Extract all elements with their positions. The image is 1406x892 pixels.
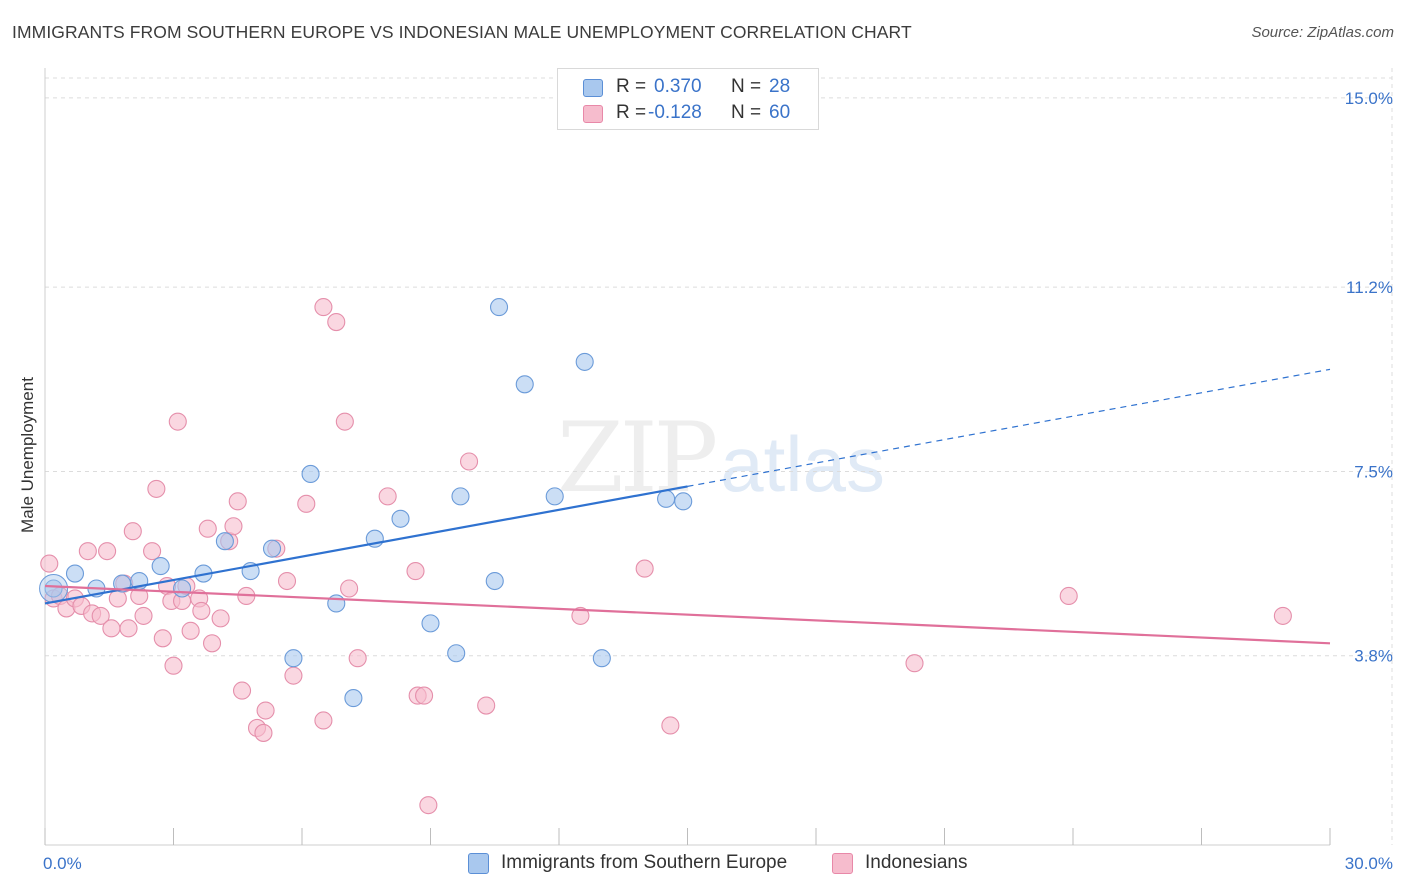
r-value: -0.128 xyxy=(648,102,702,123)
legend-swatch-blue xyxy=(583,79,603,97)
legend-swatch-pink xyxy=(583,105,603,123)
point-southern-europe xyxy=(447,644,466,663)
legend-swatch-pink xyxy=(832,853,853,874)
point-southern-europe xyxy=(674,492,693,511)
point-southern-europe xyxy=(173,579,192,598)
point-southern-europe xyxy=(284,649,303,668)
point-indonesians xyxy=(314,711,333,730)
x-tick-label: 0.0% xyxy=(43,854,82,873)
legend-label: Immigrants from Southern Europe xyxy=(501,852,788,873)
n-label: N = xyxy=(731,76,762,97)
y-tick-label: 7.5% xyxy=(1354,462,1393,481)
point-indonesians xyxy=(123,522,142,541)
point-southern-europe xyxy=(65,564,85,583)
correlation-legend: R = 0.370 N = 28 R = -0.128 N = 60 xyxy=(557,68,819,130)
point-southern-europe xyxy=(592,649,611,668)
point-indonesians xyxy=(254,723,273,742)
point-southern-europe xyxy=(657,489,676,508)
point-southern-europe xyxy=(151,557,170,576)
point-indonesians xyxy=(98,542,117,561)
point-southern-europe xyxy=(515,375,534,394)
point-indonesians xyxy=(198,519,217,538)
point-indonesians xyxy=(143,542,162,561)
r-label: R = xyxy=(616,76,647,97)
point-indonesians xyxy=(477,696,496,715)
trendline-southern-europe-extension xyxy=(687,368,1331,487)
point-indonesians xyxy=(419,796,438,815)
legend-swatch-blue xyxy=(468,853,489,874)
point-indonesians xyxy=(348,649,367,668)
point-southern-europe xyxy=(489,298,509,317)
legend-label: Indonesians xyxy=(865,852,968,873)
r-value: 0.370 xyxy=(654,76,702,97)
point-indonesians xyxy=(635,559,654,578)
r-label: R = xyxy=(616,102,647,123)
point-southern-europe xyxy=(451,487,470,506)
point-indonesians xyxy=(192,601,211,620)
y-tick-label: 11.2% xyxy=(1346,278,1393,297)
point-indonesians xyxy=(102,619,121,638)
y-tick-label: 3.8% xyxy=(1354,647,1393,666)
point-southern-europe xyxy=(391,509,410,528)
n-value: 60 xyxy=(769,102,791,123)
n-label: N = xyxy=(731,102,762,123)
point-indonesians xyxy=(91,606,110,625)
y-tick-label: 15.0% xyxy=(1345,89,1393,108)
point-indonesians xyxy=(181,621,200,640)
point-southern-europe xyxy=(327,594,346,613)
point-indonesians xyxy=(277,571,297,591)
point-indonesians xyxy=(78,542,97,561)
point-indonesians xyxy=(224,517,243,536)
point-indonesians xyxy=(134,606,153,625)
point-indonesians xyxy=(297,494,316,513)
trendline-indonesians xyxy=(44,584,1331,645)
point-indonesians xyxy=(147,479,166,498)
point-indonesians xyxy=(40,554,59,573)
chart-title: IMMIGRANTS FROM SOUTHERN EUROPE VS INDON… xyxy=(12,22,912,42)
point-southern-europe xyxy=(421,614,440,633)
point-indonesians xyxy=(232,681,252,700)
point-indonesians xyxy=(119,619,138,638)
point-indonesians xyxy=(211,609,230,628)
point-indonesians xyxy=(228,492,247,511)
point-indonesians xyxy=(314,298,333,317)
trendline-southern-europe xyxy=(44,485,688,605)
point-indonesians xyxy=(415,686,434,705)
point-indonesians xyxy=(378,487,397,506)
point-indonesians xyxy=(1059,586,1078,606)
point-southern-europe xyxy=(39,574,69,604)
point-indonesians xyxy=(284,666,303,685)
point-indonesians xyxy=(256,701,275,720)
point-indonesians xyxy=(661,716,680,735)
point-southern-europe xyxy=(301,464,320,484)
point-indonesians xyxy=(164,656,183,675)
point-indonesians xyxy=(153,629,172,648)
point-indonesians xyxy=(168,412,187,431)
x-tick-label: 30.0% xyxy=(1345,854,1393,873)
point-southern-europe xyxy=(44,579,63,598)
point-southern-europe xyxy=(545,487,564,506)
point-indonesians xyxy=(905,654,924,673)
point-southern-europe xyxy=(262,539,282,558)
point-indonesians xyxy=(1273,606,1292,625)
n-value: 28 xyxy=(769,76,791,97)
point-indonesians xyxy=(406,562,425,581)
point-southern-europe xyxy=(485,571,504,591)
point-indonesians xyxy=(459,452,479,471)
point-indonesians xyxy=(340,579,359,598)
point-southern-europe xyxy=(575,352,594,371)
point-southern-europe xyxy=(344,689,363,708)
point-indonesians xyxy=(335,412,354,431)
point-indonesians xyxy=(327,312,346,332)
point-indonesians xyxy=(571,606,590,625)
point-indonesians xyxy=(203,634,222,653)
point-southern-europe xyxy=(215,532,234,551)
source-label: Source: ZipAtlas.com xyxy=(1251,24,1394,41)
